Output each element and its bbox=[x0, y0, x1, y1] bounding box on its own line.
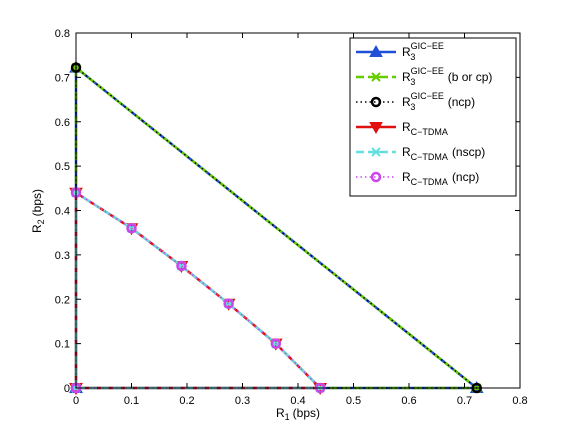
y-tick-label: 0.2 bbox=[55, 294, 70, 306]
x-tick-label: 0 bbox=[73, 395, 79, 407]
legend-swatch-marker bbox=[371, 147, 381, 157]
y-tick-label: 0.7 bbox=[55, 72, 70, 84]
y-tick-label: 0 bbox=[64, 383, 70, 395]
y-tick-label: 0.6 bbox=[55, 117, 70, 129]
x-tick-label: 0.1 bbox=[124, 395, 139, 407]
legend-box bbox=[349, 37, 517, 197]
legend-label: RGIC−EE 3 (ncp) bbox=[402, 91, 475, 112]
legend-swatch-marker bbox=[369, 122, 383, 135]
legend-swatch-marker bbox=[369, 44, 383, 57]
data-point bbox=[176, 260, 187, 272]
legend-label: RC−TDMA (ncp) bbox=[402, 170, 479, 187]
legend-label: RGIC−EE 3 bbox=[402, 41, 444, 62]
legend-item: RC−TDMA (ncp) bbox=[356, 170, 479, 187]
x-tick-label: 0.2 bbox=[179, 395, 194, 407]
x-tick-label: 0.5 bbox=[346, 395, 361, 407]
legend-label: RGIC−EE 3 (b or cp) bbox=[402, 66, 492, 87]
y-tick-label: 0.8 bbox=[55, 28, 70, 40]
y-tick-label: 0.3 bbox=[55, 250, 70, 262]
x-tick-label: 0.7 bbox=[457, 395, 472, 407]
x-tick-label: 0.8 bbox=[512, 395, 527, 407]
y-axis-label: R2(bps) bbox=[30, 189, 46, 233]
y-tick-label: 0.4 bbox=[55, 206, 70, 218]
x-tick-label: 0.3 bbox=[235, 395, 250, 407]
legend-item: RGIC−EE 3 bbox=[356, 41, 444, 62]
x-tick-label: 0.6 bbox=[401, 395, 416, 407]
legend: RGIC−EE 3 RGIC−EE 3 (b or cp) RGIC−EE 3 (ncp) RC… bbox=[349, 37, 517, 197]
legend-item: RC−TDMA bbox=[356, 120, 448, 137]
legend-label: RC−TDMA (nscp) bbox=[402, 145, 485, 162]
legend-swatch-marker bbox=[370, 171, 382, 183]
legend-items: RGIC−EE 3 RGIC−EE 3 (b or cp) RGIC−EE 3 (ncp) RC… bbox=[356, 41, 492, 187]
x-tick-label: 0.4 bbox=[290, 395, 305, 407]
ticks-layer: 0 0.1 0.2 0.3 0.4 0.5 0.6 0.7 0.8 0 0.1 0.2 0.3 0.4 0.… bbox=[55, 28, 528, 407]
legend-item: RC−TDMA (nscp) bbox=[356, 145, 485, 162]
series-line bbox=[74, 191, 322, 390]
legend-label: RC−TDMA bbox=[402, 120, 448, 137]
y-tick-label: 0.5 bbox=[55, 161, 70, 173]
legend-item: RGIC−EE 3 (ncp) bbox=[356, 91, 475, 112]
series-line bbox=[75, 66, 478, 389]
legend-swatch-marker bbox=[371, 72, 381, 82]
data-point bbox=[223, 298, 234, 309]
legend-item: RGIC−EE 3 (b or cp) bbox=[356, 66, 492, 87]
data-point bbox=[270, 338, 282, 349]
x-axis-label: R1 (bps) bbox=[276, 406, 320, 422]
legend-swatch-marker bbox=[370, 96, 382, 108]
y-tick-label: 0.1 bbox=[55, 339, 70, 351]
data-point bbox=[126, 223, 137, 234]
